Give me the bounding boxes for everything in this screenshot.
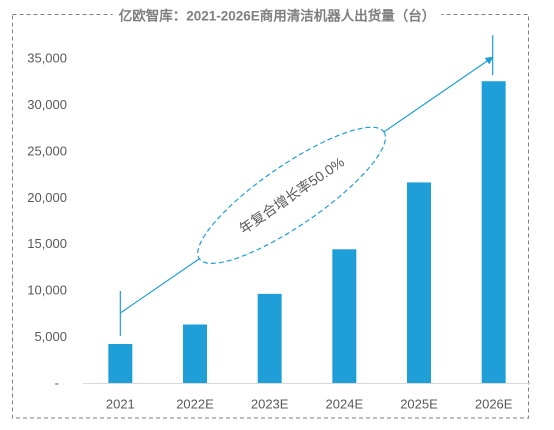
chart-title: 亿欧智库：2021-2026E商用清洁机器人出货量（台） [119,8,436,24]
y-tick-label: - [55,376,59,391]
y-tick-label: 30,000 [27,97,67,112]
bar-2021 [108,344,133,383]
x-tick-label: 2026E [475,397,513,412]
y-tick-label: 35,000 [27,51,67,66]
chart-frame [12,14,529,419]
bar-2025E [407,182,431,383]
bar-2022E [183,324,207,383]
y-tick-label: 5,000 [34,329,67,344]
x-tick-label: 2023E [251,397,289,412]
axes: - 5,000 10,000 15,000 20,000 25,000 30,000 35,0… [27,51,531,412]
y-tick-label: 10,000 [27,283,67,298]
title-backdrop [112,6,442,26]
y-tick-label: 25,000 [27,143,67,158]
bar-2023E [257,293,282,383]
bars [108,81,506,383]
x-tick-label: 2025E [400,397,438,412]
y-tick-label: 20,000 [27,190,67,205]
growth-annotation: 年复合增长率50.0% [119,35,494,336]
bar-2024E [332,249,357,383]
x-tick-label: 2022E [176,397,214,412]
x-tick-label: 2021 [106,397,135,412]
growth-ellipse [197,126,387,265]
x-tick-label: 2024E [326,397,364,412]
bar-2026E [481,81,506,383]
y-tick-label: 15,000 [27,236,67,251]
